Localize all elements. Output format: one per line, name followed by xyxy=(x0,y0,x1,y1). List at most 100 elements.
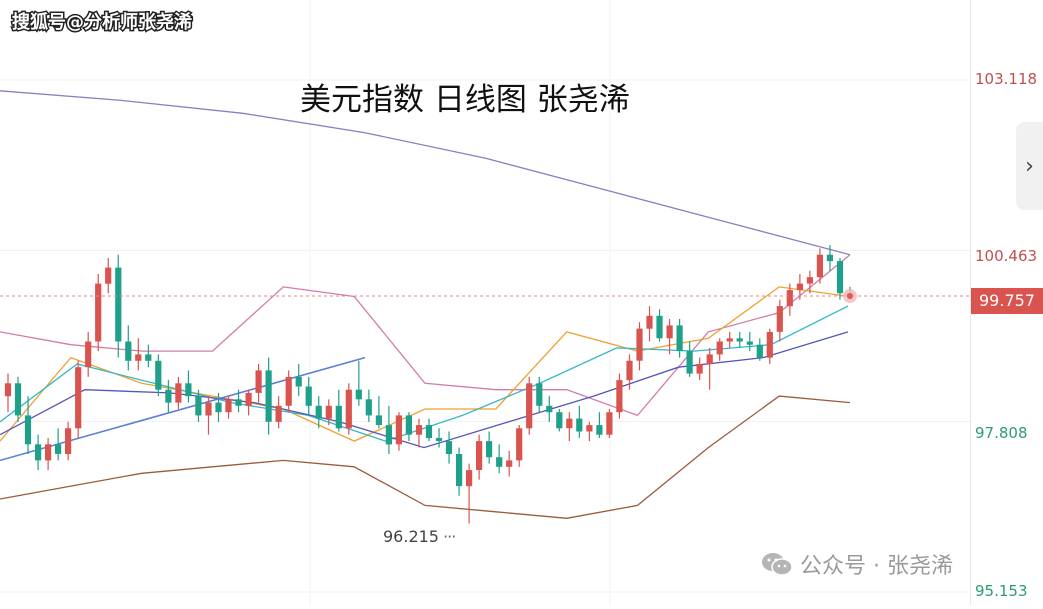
candle-body xyxy=(506,460,513,467)
candle-body xyxy=(375,415,382,425)
wechat-icon xyxy=(760,551,794,577)
candle-body xyxy=(616,380,623,413)
candle-body xyxy=(24,415,32,445)
candle-body xyxy=(55,444,62,454)
candle-body xyxy=(425,425,433,438)
candle-body xyxy=(235,399,242,406)
low-annotation: 96.215 ··· xyxy=(383,527,456,546)
candle-body xyxy=(405,415,412,435)
wechat-brand-text: 公众号 · 张尧浠 xyxy=(800,554,953,579)
candle-body xyxy=(496,457,503,467)
candle-body xyxy=(155,360,162,390)
candle-body xyxy=(576,418,583,432)
candle-body xyxy=(566,418,573,429)
candle-body xyxy=(536,383,543,406)
overlay-line xyxy=(0,305,849,442)
y-tick-label: 95.153 xyxy=(975,582,1028,600)
candle-body xyxy=(435,437,443,442)
candle-body xyxy=(415,425,423,435)
candle-body xyxy=(75,367,82,429)
candle-body xyxy=(185,383,192,397)
candlestick-chart xyxy=(0,0,970,605)
candle-body xyxy=(476,441,483,470)
candle-body xyxy=(145,354,152,361)
candle-body xyxy=(195,396,202,416)
candle-body xyxy=(445,441,453,454)
watermark: 搜狐号@分析师张尧浠 xyxy=(11,11,194,35)
candle-body xyxy=(486,441,493,458)
candle-body xyxy=(95,283,102,342)
candle-body xyxy=(526,383,533,429)
candle-body xyxy=(606,412,613,435)
candle-body xyxy=(836,261,844,294)
candle-body xyxy=(85,341,92,368)
chevron-right-icon: › xyxy=(1025,153,1034,179)
overlay-line xyxy=(0,286,851,442)
candle-body xyxy=(596,425,603,435)
candle-body xyxy=(365,399,372,416)
candle-body xyxy=(14,383,22,416)
candle-body xyxy=(546,405,553,413)
wechat-brand: 公众号 · 张尧浠 xyxy=(760,548,953,580)
candle-body xyxy=(466,470,473,487)
candle-body xyxy=(335,405,342,429)
candle-body xyxy=(796,283,803,290)
candle-body xyxy=(275,405,282,422)
candle-body xyxy=(45,444,52,461)
candle-body xyxy=(556,412,563,429)
candle-body xyxy=(205,402,212,416)
current-price-dot xyxy=(847,293,853,300)
candle-body xyxy=(105,267,112,284)
chart-area[interactable] xyxy=(0,0,970,605)
chart-title: 美元指数 日线图 张尧浠 xyxy=(300,82,630,118)
candle-body xyxy=(676,325,683,352)
candle-body xyxy=(265,370,272,422)
overlay-line xyxy=(0,254,851,417)
candle-body xyxy=(666,325,673,339)
candle-body xyxy=(125,341,132,361)
candle-body xyxy=(586,425,593,432)
candle-body xyxy=(165,389,172,403)
candle-body xyxy=(726,338,733,342)
candle-body xyxy=(385,425,392,445)
overlay-line xyxy=(0,395,851,519)
y-tick-label: 100.463 xyxy=(975,247,1038,265)
candle-body xyxy=(656,315,663,339)
candle-body xyxy=(315,405,322,419)
candle-body xyxy=(175,383,182,403)
candle-body xyxy=(806,277,813,284)
candle-body xyxy=(456,454,463,487)
candle-body xyxy=(816,254,823,278)
candle-body xyxy=(395,415,402,445)
y-tick-label: 97.808 xyxy=(975,424,1028,442)
candle-body xyxy=(345,389,352,429)
expand-panel-button[interactable]: › xyxy=(1016,122,1043,210)
candle-body xyxy=(706,354,713,364)
candle-body xyxy=(4,383,12,397)
candle-body xyxy=(225,399,232,413)
candle-body xyxy=(686,351,693,374)
candle-body xyxy=(295,376,302,387)
candle-body xyxy=(215,402,222,413)
overlay-line xyxy=(0,356,366,462)
candle-body xyxy=(696,364,703,374)
candle-body xyxy=(646,315,653,329)
candle-body xyxy=(776,306,783,332)
candle-body xyxy=(255,370,262,393)
candle-body xyxy=(716,341,723,355)
candle-body xyxy=(766,331,773,358)
y-tick-label: 103.118 xyxy=(975,70,1038,88)
candle-body xyxy=(35,444,42,461)
candle-body xyxy=(65,428,72,454)
candle-body xyxy=(245,392,252,406)
candle-body xyxy=(325,405,332,419)
candle-body xyxy=(135,354,142,361)
candle-body xyxy=(786,290,793,307)
candle-body xyxy=(636,328,643,361)
candle-body xyxy=(746,341,753,345)
candle-body xyxy=(285,376,292,406)
overlay-line xyxy=(0,90,851,256)
candle-body xyxy=(756,344,763,358)
candle-body xyxy=(355,389,362,400)
candle-body xyxy=(115,267,122,342)
